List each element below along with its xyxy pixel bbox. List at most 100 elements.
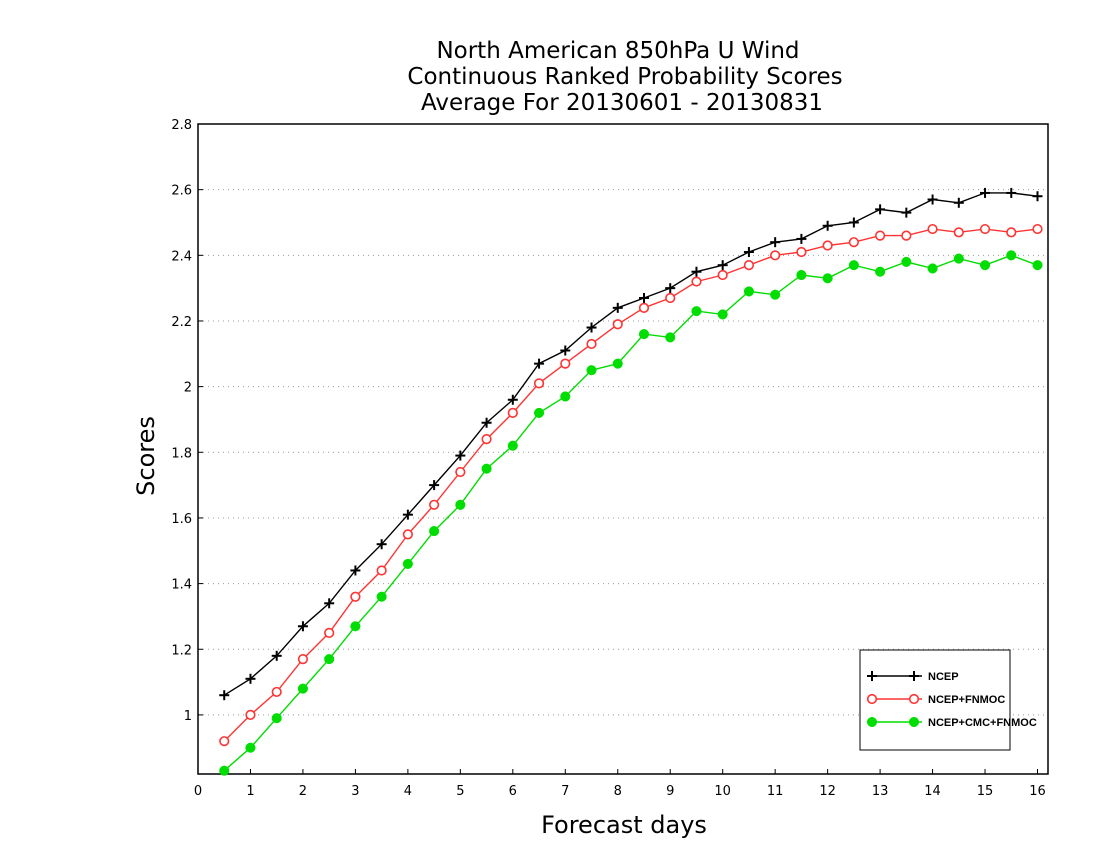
data-point: [245, 742, 256, 753]
x-tick-label: 7: [561, 784, 569, 799]
data-point: [980, 187, 991, 198]
x-tick-label: 1: [246, 784, 254, 799]
data-point: [586, 338, 597, 350]
x-tick-label: 14: [924, 784, 941, 799]
data-point: [402, 558, 413, 569]
data-point: [219, 765, 230, 776]
data-point: [376, 565, 387, 576]
legend-marker-start: [866, 693, 878, 705]
data-point: [297, 621, 308, 632]
data-point: [533, 407, 545, 418]
data-point: [271, 686, 282, 698]
y-tick-label: 1.4: [171, 578, 192, 593]
data-point: [717, 260, 728, 271]
y-tick-label: 2.2: [171, 315, 192, 330]
data-point: [691, 306, 702, 317]
legend-entry-2: NCEP+CMC+FNMOC: [866, 716, 1037, 729]
data-point: [533, 378, 545, 389]
series-2: [219, 250, 1043, 776]
y-tick-label: 2: [184, 381, 192, 396]
y-tick-label: 1: [184, 709, 192, 724]
x-tick-label: 0: [194, 784, 202, 799]
data-point: [324, 627, 335, 638]
data-point: [455, 450, 466, 461]
data-point: [429, 499, 440, 510]
data-point: [717, 269, 728, 281]
x-tick-label: 11: [767, 784, 784, 799]
y-tick-label: 2.6: [171, 184, 192, 199]
data-point: [796, 269, 807, 281]
data-point: [507, 394, 518, 405]
data-point: [822, 220, 833, 231]
data-point: [1006, 250, 1017, 261]
data-point: [1006, 187, 1017, 198]
data-point: [1032, 223, 1043, 235]
data-point: [1032, 191, 1043, 202]
data-point: [560, 345, 571, 356]
data-point: [927, 194, 938, 205]
data-point: [638, 302, 650, 313]
x-tick-label: 5: [456, 784, 464, 799]
data-point: [507, 407, 518, 418]
x-tick-label: 6: [509, 784, 517, 799]
data-point: [848, 260, 859, 271]
chart-title: North American 850hPa U Wind Continuous …: [407, 38, 842, 116]
data-point: [796, 246, 807, 258]
chart-title-line-1: North American 850hPa U Wind: [436, 38, 799, 64]
y-tick-label: 1.8: [171, 446, 192, 461]
data-point: [586, 365, 597, 376]
data-point: [770, 237, 781, 248]
x-tick-label: 4: [404, 784, 412, 799]
data-point: [507, 440, 518, 451]
data-point: [376, 591, 387, 602]
data-point: [612, 302, 623, 313]
data-point: [429, 526, 440, 537]
data-point: [481, 417, 492, 428]
data-point: [350, 565, 361, 576]
data-point: [271, 650, 282, 661]
data-point: [927, 263, 938, 274]
legend-marker-end: [909, 671, 919, 681]
x-tick-label: 13: [872, 784, 889, 799]
legend: NCEP NCEP+FNMOC NCEP+CMC+FNMOC: [859, 649, 1037, 751]
data-point: [665, 283, 676, 294]
data-point: [219, 736, 230, 747]
axes: 0 1 2 3 4 5 6 7 8 9 10 11 12 13 14 15 1611.21.41.61.822.…: [171, 118, 1049, 799]
chart-title-line-3: Average For 20130601 - 20130831: [421, 90, 823, 116]
data-point: [1032, 260, 1043, 271]
legend-label: NCEP: [928, 671, 959, 683]
data-point: [402, 529, 413, 540]
data-point: [875, 204, 886, 215]
series-0: [219, 187, 1043, 701]
data-point: [481, 434, 492, 445]
data-point: [297, 654, 309, 665]
x-tick-label: 9: [666, 784, 674, 799]
x-tick-label: 3: [351, 784, 359, 799]
data-point: [612, 358, 623, 369]
legend-entry-1: NCEP+FNMOC: [866, 693, 1005, 706]
legend-entry-0: NCEP: [867, 671, 959, 683]
data-point: [402, 509, 413, 520]
data-point: [691, 266, 702, 277]
data-point: [324, 654, 335, 665]
legend-marker-end: [908, 716, 920, 728]
legend-label: NCEP+FNMOC: [928, 694, 1005, 706]
data-point: [665, 332, 676, 343]
data-point: [455, 466, 466, 478]
data-point: [297, 683, 308, 694]
data-point: [219, 690, 230, 701]
data-point: [586, 322, 597, 333]
data-point: [638, 292, 649, 303]
y-tick-label: 2.8: [171, 118, 192, 133]
x-tick-label: 10: [714, 784, 731, 799]
data-point: [245, 709, 256, 721]
data-point: [901, 230, 912, 241]
data-point: [848, 217, 859, 228]
data-point: [874, 230, 886, 241]
series-line: [223, 192, 1038, 696]
data-point: [691, 276, 702, 287]
data-point: [534, 358, 545, 369]
plot-frame: [197, 123, 1049, 775]
data-point: [927, 223, 938, 235]
